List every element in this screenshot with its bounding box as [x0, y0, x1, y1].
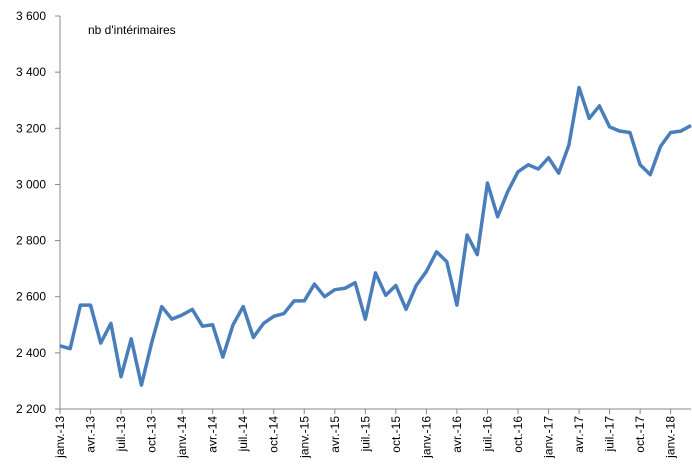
x-tick-label: juil.-15 — [358, 416, 372, 453]
x-tick-label: avr.-17 — [572, 416, 586, 453]
x-tick-label: avr.-15 — [328, 416, 342, 453]
x-tick-label: janv.-18 — [664, 416, 678, 459]
y-tick-label: 3 200 — [16, 121, 46, 135]
x-tick-label: janv.-13 — [53, 416, 67, 459]
x-tick-label: avr.-16 — [450, 416, 464, 453]
x-tick-label: juil.-16 — [480, 416, 494, 453]
x-tick-label: juil.-13 — [114, 416, 128, 453]
y-tick-label: 2 200 — [16, 402, 46, 416]
y-tick-label: 3 000 — [16, 177, 46, 191]
x-tick-label: oct.-14 — [267, 416, 281, 453]
x-tick-label: janv.-15 — [297, 416, 311, 459]
x-tick-label: avr.-14 — [206, 416, 220, 453]
legend-label: nb d'intérimaires — [88, 23, 176, 37]
y-tick-label: 3 400 — [16, 65, 46, 79]
y-tick-label: 3 600 — [16, 9, 46, 23]
x-tick-label: janv.-17 — [542, 416, 556, 459]
y-tick-label: 2 800 — [16, 234, 46, 248]
x-tick-label: avr.-13 — [84, 416, 98, 453]
x-tick-label: oct.-17 — [633, 416, 647, 453]
x-tick-label: oct.-15 — [389, 416, 403, 453]
x-tick-label: oct.-16 — [511, 416, 525, 453]
y-tick-label: 2 600 — [16, 290, 46, 304]
x-tick-label: juil.-14 — [236, 416, 250, 453]
series-line — [59, 85, 692, 387]
x-tick-label: oct.-13 — [145, 416, 159, 453]
y-tick-label: 2 400 — [16, 346, 46, 360]
x-tick-label: janv.-14 — [175, 416, 189, 459]
x-tick-label: juil.-17 — [603, 416, 617, 453]
x-tick-label: janv.-16 — [419, 416, 433, 459]
